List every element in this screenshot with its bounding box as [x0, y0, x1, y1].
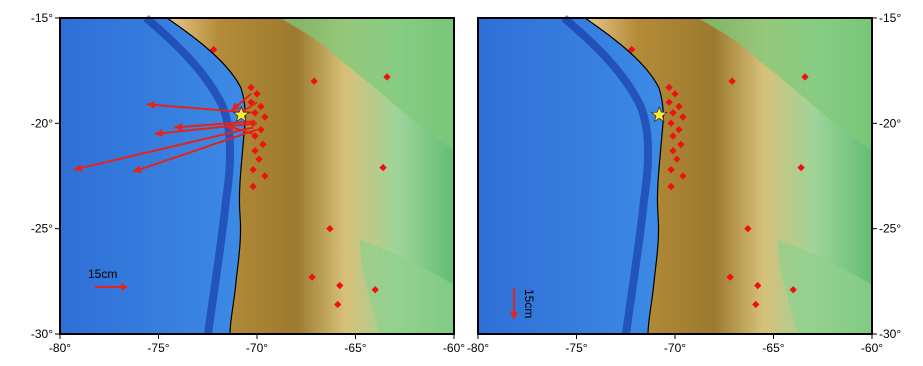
gps-station-marker	[308, 273, 316, 281]
displacement-vector	[73, 126, 254, 171]
scale-bar-label: 15cm	[88, 267, 117, 281]
gps-station-marker	[249, 166, 257, 174]
lat-tick-label: -20°	[879, 116, 901, 130]
coastline	[584, 17, 664, 335]
epicenter-star-icon	[232, 105, 250, 123]
scale-arrow-head	[510, 312, 518, 320]
lon-tick-label: -70°	[246, 341, 268, 355]
gps-station-marker	[752, 300, 760, 309]
scale-bar-horizontal: 15cm	[88, 267, 128, 291]
trench	[561, 14, 653, 335]
lat-tick-label: -30°	[879, 327, 901, 341]
gps-station-marker	[679, 172, 687, 180]
land-green-south	[778, 240, 872, 334]
displacement-vector-head	[73, 163, 83, 172]
gps-station-marker	[257, 102, 265, 111]
trench	[143, 14, 235, 335]
displacement-vector	[132, 128, 258, 173]
gps-station-marker	[744, 224, 752, 233]
gps-station-marker	[209, 45, 218, 54]
lon-tick-label: -70°	[664, 341, 686, 355]
displacement-vector-head	[231, 102, 241, 111]
gps-station-marker	[336, 281, 344, 290]
gps-station-marker	[673, 155, 681, 163]
land-green-south	[360, 240, 454, 334]
gps-station-marker	[754, 281, 762, 290]
gps-station-marker	[334, 300, 342, 309]
coastline	[166, 17, 246, 335]
horizontal-vector-group	[73, 93, 258, 174]
lon-tick-label: -60°	[443, 341, 465, 355]
displacement-vector-head	[154, 129, 163, 138]
lon-tick-label: -80°	[49, 341, 71, 355]
displacement-vector-head	[225, 123, 235, 132]
gps-station-marker	[665, 83, 673, 92]
lon-tick-label: -80°	[467, 341, 489, 355]
displacement-vector	[146, 103, 254, 114]
gps-station-marker	[253, 90, 261, 98]
gps-station-marker	[667, 182, 675, 191]
lon-tick-label: -75°	[565, 341, 587, 355]
gps-station-marker	[667, 119, 675, 128]
gps-station-marker	[326, 224, 334, 233]
epicenter-star-icon	[650, 105, 668, 123]
lat-tick-label: -15°	[879, 11, 901, 25]
lon-tick-label: -65°	[344, 341, 366, 355]
lon-tick-label: -60°	[861, 341, 883, 355]
scale-arrow-head	[121, 283, 128, 291]
gps-station-marker	[251, 147, 259, 155]
displacement-vector	[154, 122, 258, 135]
gps-station-marker	[669, 132, 677, 140]
gps-station-marker	[310, 77, 318, 85]
lat-tick-label: -15°	[31, 11, 53, 25]
gps-station-marker	[669, 147, 677, 155]
gps-station-marker	[251, 132, 259, 140]
gps-station-marker	[797, 163, 805, 172]
map-panel-horizontal: -80° -75° -70° -65° -60° -15° -20° -25° -30° 15c…	[31, 11, 465, 355]
scale-bar-label: 15cm	[522, 289, 536, 318]
land-green-north	[698, 18, 872, 150]
gps-station-marker	[679, 113, 687, 121]
scale-bar-vertical: 15cm	[510, 288, 536, 320]
gps-station-marker	[257, 125, 265, 134]
lon-tick-label: -75°	[147, 341, 169, 355]
gps-station-marker	[247, 83, 255, 92]
displacement-vector-head	[146, 101, 155, 109]
lon-tick-label: -65°	[762, 341, 784, 355]
gps-station-marker	[261, 172, 269, 180]
lat-tick-label: -25°	[31, 222, 53, 236]
gps-station-marker	[789, 286, 797, 294]
displacement-vector	[174, 120, 256, 129]
displacement-vector-head	[132, 165, 142, 174]
lat-tick-label: -20°	[31, 116, 53, 130]
gps-station-marker	[261, 113, 269, 121]
gps-station-marker	[801, 73, 809, 81]
gps-station-marker	[726, 273, 734, 281]
gps-station-marker	[675, 102, 683, 111]
land-green-north	[280, 18, 454, 150]
gps-station-marker	[251, 109, 259, 117]
displacement-vector-head	[174, 122, 183, 131]
gps-station-marker	[371, 286, 379, 294]
gps-station-marker	[255, 155, 263, 163]
lat-tick-label: -25°	[879, 222, 901, 236]
lat-tick-label: -30°	[31, 327, 53, 341]
map-panel-vertical: -80° -75° -70° -65° -60° -15° -20° -25° -30° 15c…	[467, 11, 901, 355]
